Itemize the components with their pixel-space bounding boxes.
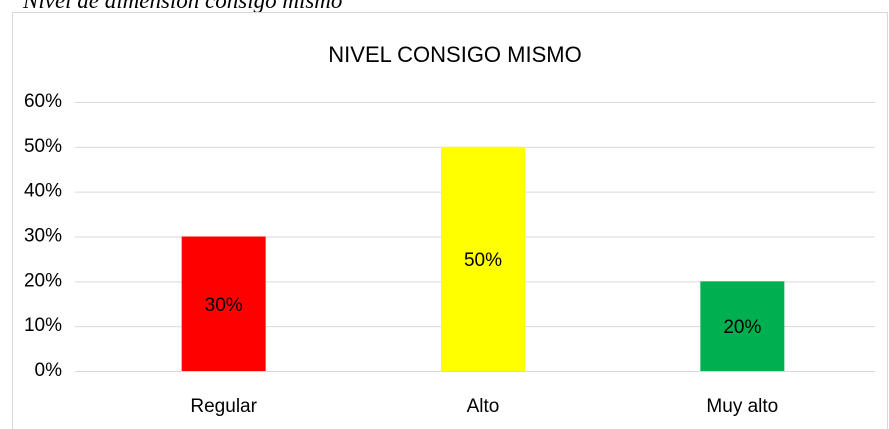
y-tick-label: 50% bbox=[24, 136, 62, 157]
chart-title: NIVEL CONSIGO MISMO bbox=[328, 42, 581, 67]
x-tick-label: Regular bbox=[190, 396, 257, 417]
y-tick-label: 30% bbox=[24, 226, 62, 247]
x-tick-label: Muy alto bbox=[706, 396, 778, 417]
y-tick-label: 40% bbox=[24, 181, 62, 202]
caption: Nivel de dimensión consigo mismo bbox=[22, 0, 342, 13]
bar bbox=[441, 146, 525, 371]
bar bbox=[700, 281, 785, 371]
y-tick-label: 60% bbox=[24, 91, 62, 112]
y-tick-label: 20% bbox=[24, 270, 62, 291]
y-tick-label: 0% bbox=[35, 360, 63, 381]
y-tick-label: 10% bbox=[24, 315, 62, 336]
bar bbox=[181, 236, 266, 371]
x-tick-label: Alto bbox=[467, 396, 500, 417]
value-label: 20% bbox=[723, 317, 761, 338]
value-label: 50% bbox=[464, 250, 502, 271]
value-label: 30% bbox=[205, 295, 243, 316]
